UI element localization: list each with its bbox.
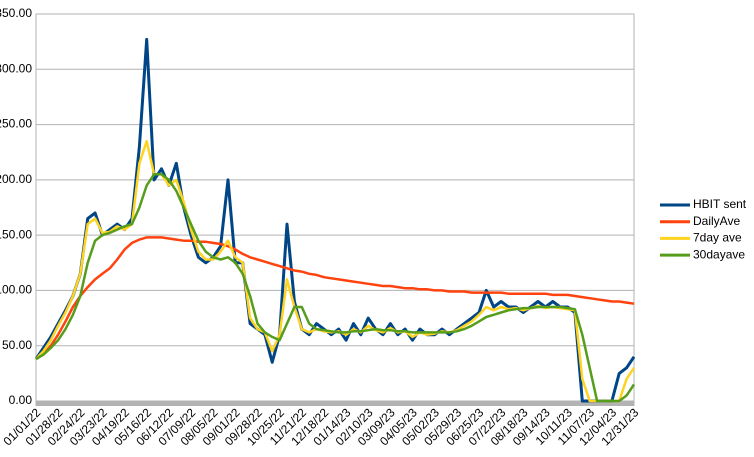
series-line	[35, 173, 636, 403]
legend-label: 7day ave	[693, 231, 742, 245]
legend-label: HBIT sent	[693, 197, 747, 211]
y-tick-label: 350.00	[0, 6, 32, 20]
y-tick-label: 200.00	[0, 172, 32, 186]
y-tick-label: 300.00	[0, 61, 32, 75]
y-tick-label: 250.00	[0, 117, 32, 131]
legend-label: DailyAve	[693, 214, 740, 228]
y-tick-label: 100.00	[0, 283, 32, 297]
y-tick-label: 0.00	[9, 393, 33, 407]
legend-label: 30dayave	[693, 247, 745, 261]
plot-area	[35, 13, 635, 402]
series-line	[35, 236, 635, 361]
y-tick-label: 50.00	[2, 338, 32, 352]
x-axis-band	[36, 401, 634, 406]
y-tick-label: 150.00	[0, 227, 32, 241]
